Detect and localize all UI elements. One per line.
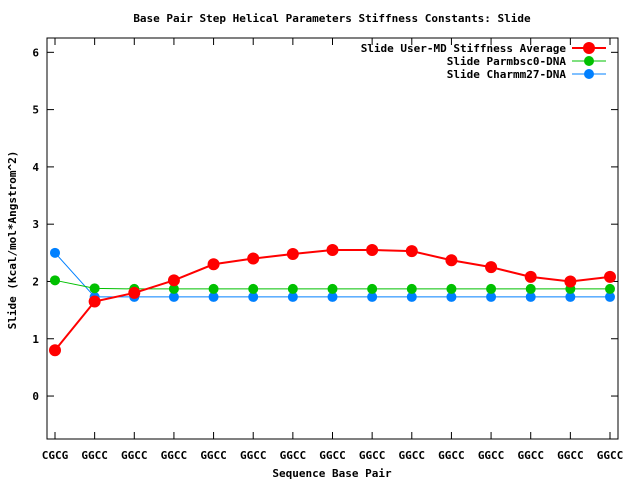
x-tick-label: GGCC (438, 449, 465, 462)
series-3 (50, 247, 615, 302)
legend-label: Slide Parmbsc0-DNA (447, 55, 567, 68)
data-point (486, 283, 497, 294)
data-point (167, 274, 180, 287)
y-tick-label: 1 (32, 333, 39, 346)
data-point (445, 254, 458, 267)
data-point (366, 243, 379, 256)
data-point (446, 283, 457, 294)
data-point (367, 283, 378, 294)
data-point (564, 275, 577, 288)
chart-title: Base Pair Step Helical Parameters Stiffn… (133, 12, 531, 25)
x-tick-label: GGCC (121, 449, 148, 462)
data-point (287, 291, 298, 302)
data-point (367, 291, 378, 302)
legend-label: Slide Charmm27-DNA (447, 68, 567, 81)
data-point (88, 295, 101, 308)
y-tick-label: 2 (32, 275, 39, 288)
x-tick-label: GGCC (161, 449, 188, 462)
data-point (287, 283, 298, 294)
legend-marker (584, 56, 594, 66)
x-tick-label: GGCC (517, 449, 544, 462)
legend-marker (584, 69, 594, 79)
data-point (286, 247, 299, 260)
x-tick-label: GGCC (319, 449, 346, 462)
y-tick-label: 5 (32, 104, 39, 117)
x-tick-label: CGCG (42, 449, 69, 462)
data-point (208, 283, 219, 294)
x-tick-label: GGCC (359, 449, 386, 462)
data-point (524, 270, 537, 283)
x-axis: CGCG GGCC GGCC GGCC GGCC GGCC GGCC GGCC GGCC GGCC… (42, 38, 624, 462)
data-point (49, 344, 61, 357)
data-point (446, 291, 457, 302)
x-tick-label: GGCC (597, 449, 624, 462)
data-point (605, 283, 615, 294)
data-point (168, 291, 179, 302)
data-point (486, 291, 497, 302)
data-point (248, 291, 259, 302)
data-point (208, 291, 219, 302)
data-point (128, 286, 141, 299)
data-point (604, 270, 616, 283)
data-point (525, 291, 536, 302)
data-point (50, 275, 60, 286)
data-point (247, 252, 260, 265)
data-point (565, 291, 576, 302)
data-point (326, 243, 339, 256)
x-tick-label: GGCC (200, 449, 227, 462)
x-tick-label: GGCC (240, 449, 267, 462)
data-point (248, 283, 259, 294)
data-point (605, 291, 615, 302)
legend-marker (583, 42, 595, 54)
data-point (50, 247, 60, 258)
data-point (405, 245, 418, 258)
y-axis-label: Slide (Kcal/mol*Angstrom^2) (6, 151, 19, 330)
x-tick-label: GGCC (478, 449, 505, 462)
plot-frame (46, 37, 619, 440)
data-point (89, 283, 100, 294)
legend-label: Slide User-MD Stiffness Average (361, 42, 567, 55)
x-tick-label: GGCC (81, 449, 108, 462)
x-tick-label: GGCC (399, 449, 426, 462)
series-layer (49, 243, 616, 357)
y-tick-label: 6 (32, 46, 39, 59)
data-point (327, 283, 338, 294)
y-tick-label: 3 (32, 218, 39, 231)
x-tick-label: GGCC (557, 449, 584, 462)
data-point (525, 283, 536, 294)
series-1 (49, 243, 616, 357)
y-tick-label: 0 (32, 390, 39, 403)
x-tick-label: GGCC (280, 449, 307, 462)
y-axis: 0 1 2 3 4 5 6 (32, 46, 618, 403)
data-point (406, 283, 417, 294)
data-point (207, 258, 220, 271)
x-axis-label: Sequence Base Pair (272, 467, 392, 480)
data-point (327, 291, 338, 302)
y-tick-label: 4 (32, 161, 39, 174)
data-point (168, 283, 179, 294)
data-point (406, 291, 417, 302)
data-point (485, 261, 498, 274)
